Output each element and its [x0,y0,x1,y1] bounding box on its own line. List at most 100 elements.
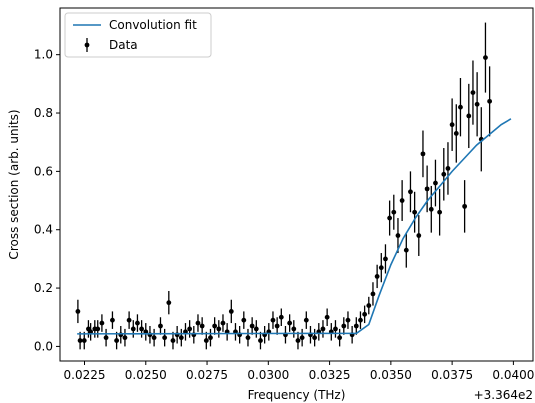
data-point [166,300,172,306]
data-point [395,233,401,238]
data-point [216,326,222,332]
data-point [291,326,297,332]
data-point [274,323,280,329]
data-point [370,291,376,297]
axes-frame [59,7,534,362]
data-point [441,171,447,177]
data-point [420,151,426,157]
data-point [408,189,413,195]
data-point [278,314,284,320]
data-point [358,317,363,323]
data-point [158,323,163,329]
x-axis-label: Frequency (THz) [248,388,346,402]
data-point [487,98,493,104]
plot-area [75,22,512,350]
legend-fit-label: Convolution fit [109,18,197,32]
x-tick-label: 0.0225 [64,368,106,382]
legend-data-point [84,42,90,48]
y-tick-label: 0.8 [34,106,53,120]
data-point [126,317,132,323]
data-point [412,209,418,215]
data-point [151,335,157,341]
data-point [362,311,368,317]
data-point [399,198,405,203]
data-point [162,335,168,341]
legend-box [64,12,212,58]
x-tick-label: 0.0250 [125,368,167,382]
data-point [433,180,438,186]
y-axis-label: Cross section (arb. units) [7,109,21,259]
data-point [253,326,259,332]
data-point [366,303,372,308]
x-axis-offset-label: +3.364e2 [474,388,533,402]
y-tick-label: 0.6 [34,164,53,178]
data-point [122,335,128,341]
x-axis: 0.0225 0.0250 0.0275 0.0300 0.0325 0.0350 0.03… [64,361,534,382]
data-point [212,323,218,329]
data-point [333,326,338,332]
data-point [287,320,293,326]
data-point [77,338,83,343]
data-point [187,326,193,332]
data-point [437,209,443,215]
x-tick-label: 0.0350 [370,368,412,382]
data-point [110,317,115,323]
data-point [428,206,434,212]
data-point [195,320,201,326]
data-point [470,90,476,96]
data-point [320,326,326,332]
legend-data-label: Data [109,38,138,52]
data-point [139,326,145,332]
data-point [178,335,184,341]
fit-line [77,118,512,335]
data-point [241,317,247,323]
data-point [374,273,380,279]
data-point [341,323,347,329]
data-point [135,320,140,326]
x-tick-label: 0.0325 [309,368,351,382]
data-point [103,335,109,341]
data-point [424,186,430,192]
data-point [303,317,309,323]
data-point [387,215,393,221]
data-point [99,320,105,326]
data-point [95,326,101,332]
data-point [403,247,409,253]
data-point [208,335,213,341]
data-point [299,335,305,341]
data-point [75,309,81,314]
data-point [203,338,209,343]
data-point [449,122,455,128]
x-tick-label: 0.0375 [431,368,473,382]
data-point [353,323,359,329]
data-point [416,233,422,238]
y-tick-label: 0.4 [34,223,53,237]
legend: Convolution fit Data [64,12,212,58]
data-point [245,335,251,341]
data-point [258,338,263,343]
x-tick-label: 0.0300 [247,368,289,382]
x-tick-label: 0.0400 [492,368,534,382]
data-point [199,323,205,329]
data-point [445,166,451,171]
data-point [466,113,472,119]
y-tick-label: 0.0 [34,339,53,353]
data-point [312,335,318,341]
data-point [324,314,330,320]
data-point [458,104,463,110]
data-point [337,335,343,341]
data-point [270,317,276,323]
data-point [378,265,384,271]
data-point [453,131,459,136]
data-point [130,326,136,332]
data-point [228,309,234,314]
legend-data-marker-swatch [84,38,90,52]
data-point [483,55,488,60]
data-point [170,338,176,343]
data-point [88,329,94,335]
x-tick-label: 0.0275 [186,368,228,382]
data-point [81,338,87,343]
data-point [345,317,351,323]
y-axis: 0.0 0.2 0.4 0.6 0.8 1.0 [34,48,60,353]
